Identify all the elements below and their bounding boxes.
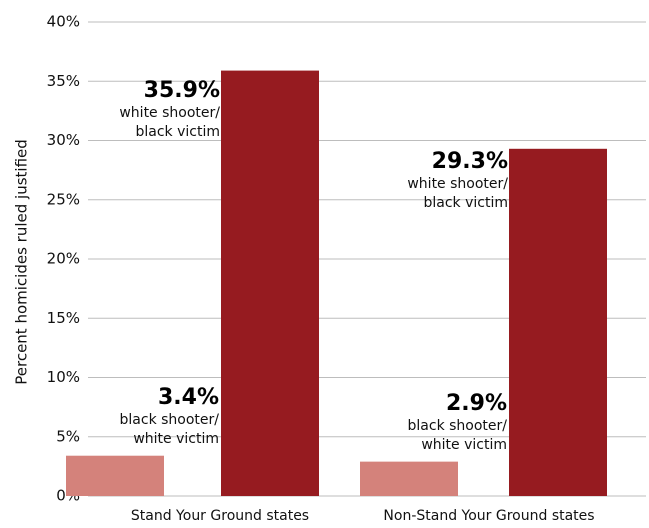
bar-series-label: white victim — [421, 437, 507, 453]
bar-series-label: white shooter/ — [119, 105, 220, 121]
y-axis-label: Percent homicides ruled justified — [13, 139, 31, 385]
bar — [360, 461, 458, 496]
bar-series-label: white victim — [133, 431, 219, 447]
y-tick-label: 30% — [47, 131, 80, 149]
y-tick-label: 5% — [56, 427, 80, 445]
y-tick-label: 40% — [47, 13, 80, 31]
y-tick-label: 35% — [47, 72, 80, 90]
x-category-label: Stand Your Ground states — [131, 508, 309, 524]
bar-value-label: 29.3% — [432, 149, 508, 174]
bar-series-label: black victim — [424, 195, 509, 211]
bar-value-label: 35.9% — [144, 78, 220, 103]
bar-value-label: 2.9% — [446, 391, 507, 416]
bar-series-label: black victim — [136, 124, 221, 140]
bar — [221, 70, 319, 497]
y-tick-label: 25% — [47, 190, 80, 208]
bar-series-label: white shooter/ — [407, 176, 508, 192]
y-tick-label: 15% — [47, 309, 80, 327]
x-category-label: Non-Stand Your Ground states — [383, 508, 594, 524]
y-tick-label: 20% — [47, 250, 80, 268]
bar — [66, 455, 164, 496]
y-tick-label: 10% — [47, 368, 80, 386]
bar-series-label: black shooter/ — [408, 418, 508, 434]
bar-value-label: 3.4% — [158, 385, 219, 410]
bar — [509, 148, 607, 497]
bar-series-label: black shooter/ — [120, 412, 220, 428]
